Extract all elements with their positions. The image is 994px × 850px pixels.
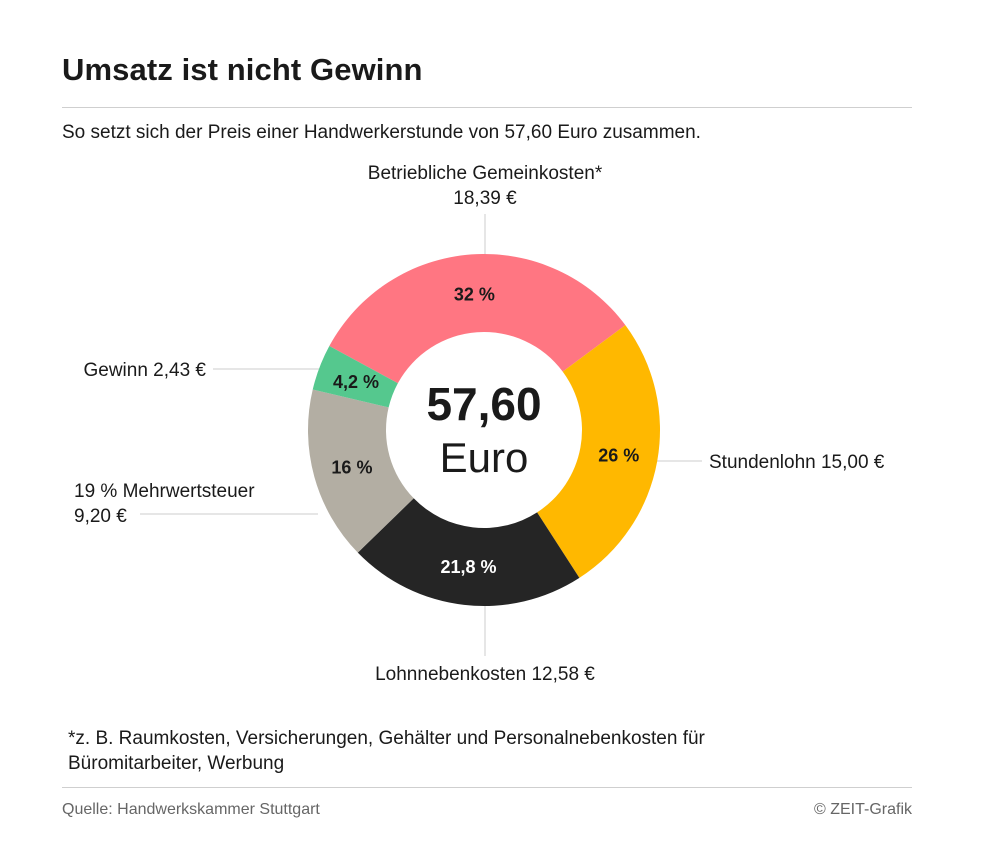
source-note: Quelle: Handwerkskammer Stuttgart <box>62 801 320 818</box>
chart-subtitle: So setzt sich der Preis einer Handwerker… <box>62 122 701 143</box>
percent-label-stundenlohn: 26 % <box>598 446 639 466</box>
donut-slices <box>308 254 660 606</box>
label-mehrwertsteuer-name: 19 % Mehrwertsteuer <box>74 481 255 502</box>
label-gewinn: Gewinn 2,43 € <box>83 360 206 381</box>
slice-gemeinkosten <box>329 254 626 384</box>
label-stundenlohn: Stundenlohn 15,00 € <box>709 452 885 473</box>
label-mehrwertsteuer-amount: 9,20 € <box>74 506 127 527</box>
percent-label-mehrwertsteuer: 16 % <box>331 457 372 477</box>
label-gemeinkosten-amount: 18,39 € <box>453 188 517 209</box>
chart-title: Umsatz ist nicht Gewinn <box>62 52 423 87</box>
center-total-value: 57,60 <box>426 378 541 430</box>
top-divider <box>62 107 912 108</box>
label-lohnnebenkosten: Lohnnebenkosten 12,58 € <box>375 664 595 685</box>
credit-note: © ZEIT-Grafik <box>813 801 912 818</box>
bottom-divider <box>62 787 912 788</box>
footnote: *z. B. Raumkosten, Versicherungen, Gehäl… <box>68 728 705 774</box>
slice-gewinn <box>312 346 398 408</box>
label-gemeinkosten-name: Betriebliche Gemeinkosten* <box>368 163 603 184</box>
connector-lines <box>140 214 702 656</box>
percent-label-lohnnebenkosten: 21,8 % <box>440 557 496 577</box>
percent-label-gemeinkosten: 32 % <box>454 284 495 304</box>
center-total-unit: Euro <box>440 434 529 481</box>
slice-lohnnebenkosten <box>357 498 580 606</box>
slice-stundenlohn <box>537 325 660 578</box>
percent-labels: 32 % 26 % 21,8 % 16 % 4,2 % <box>331 284 639 577</box>
slice-mehrwertsteuer <box>308 389 414 553</box>
percent-label-gewinn: 4,2 % <box>333 372 379 392</box>
donut-chart: 32 % 26 % 21,8 % 16 % 4,2 % 57,60 Euro Betri… <box>74 163 885 685</box>
